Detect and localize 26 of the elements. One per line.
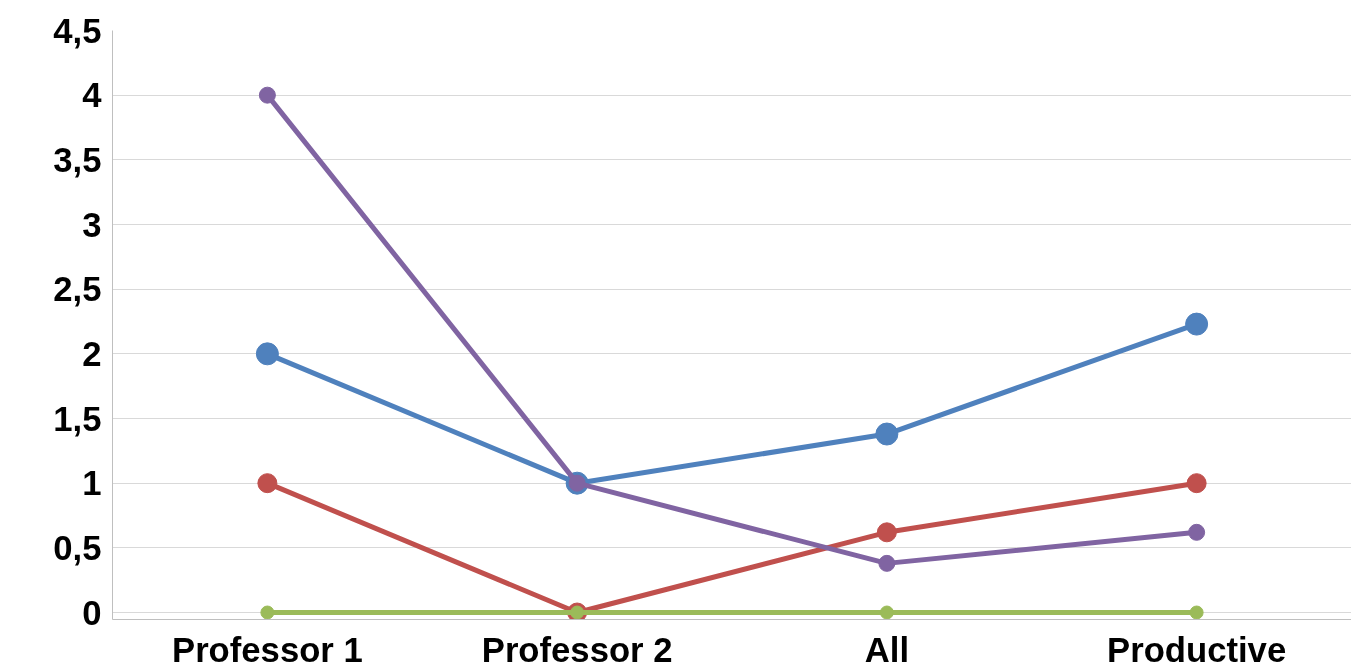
point <box>260 605 275 620</box>
point <box>879 605 894 620</box>
x-tick-label: Productive <box>1107 630 1287 669</box>
point <box>1189 605 1204 620</box>
y-tick-label: 2,5 <box>53 270 102 309</box>
y-tick-label: 1,5 <box>53 399 102 438</box>
point <box>1186 473 1207 494</box>
point <box>257 473 278 494</box>
x-tick-label: Professor 2 <box>481 630 673 669</box>
y-tick-label: 3 <box>82 205 102 244</box>
y-tick-label: 2 <box>82 334 102 373</box>
point <box>876 522 897 543</box>
point <box>255 342 279 366</box>
x-tick-label: Professor 1 <box>172 630 363 669</box>
point <box>1185 312 1209 336</box>
y-tick-label: 0,5 <box>53 528 102 567</box>
y-tick-label: 4 <box>82 76 103 115</box>
y-tick-label: 3,5 <box>53 140 102 179</box>
x-tick-label: All <box>864 630 910 669</box>
point <box>258 86 276 104</box>
y-tick-label: 4,5 <box>53 11 102 50</box>
y-tick-label: 1 <box>82 464 102 503</box>
point <box>1188 523 1206 541</box>
point <box>878 554 896 572</box>
y-tick-label: 0 <box>82 593 102 632</box>
point <box>875 422 899 446</box>
